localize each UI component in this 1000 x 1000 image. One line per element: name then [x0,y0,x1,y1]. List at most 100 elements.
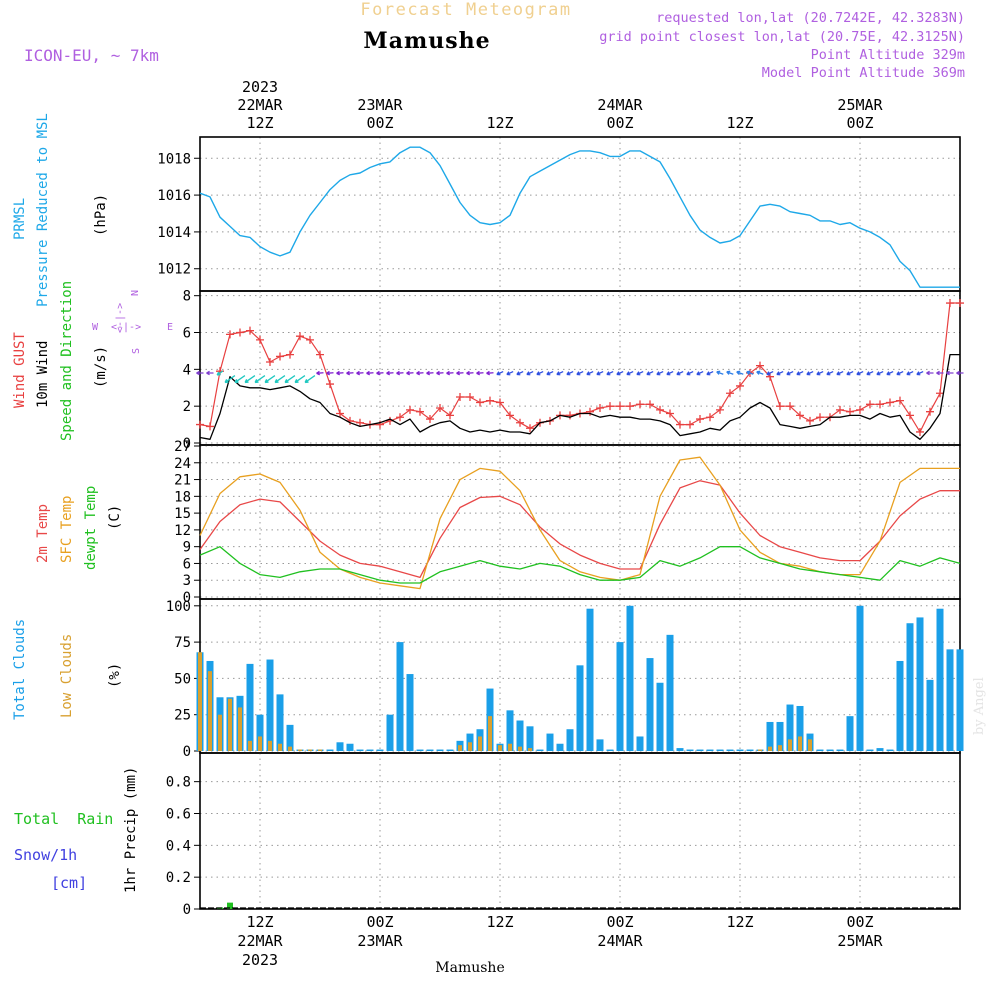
temp-unit: (C) [107,505,123,530]
total-cloud-bar [956,649,964,751]
compass-vertical: <-|-> [115,303,126,333]
total-cloud-bar [346,743,354,751]
gust-marker [626,402,634,411]
wind-dir-arrow [766,370,774,376]
gust-marker [406,405,414,414]
gust-marker [936,389,944,398]
wind-dir-arrow [586,370,594,376]
gust-marker [876,400,884,409]
wind-dir-arrow [326,370,334,376]
wind-dir-arrow [546,370,554,376]
wind-dir-arrow [626,370,634,376]
wind-dir-arrow [506,370,514,376]
total-cloud-bar [566,729,574,751]
total-cloud-bar [276,694,284,751]
wind-dir-arrow [836,370,844,376]
wind-dir-arrow [736,370,744,375]
gust-marker [696,415,704,424]
gust-marker [506,411,514,420]
gust-marker [236,328,244,337]
gust-marker [476,398,484,407]
gust-marker [756,361,764,370]
total-cloud-bar [376,749,384,751]
rain-bar [227,902,233,909]
hour-label-top: 12Z [726,114,753,132]
gust-marker [596,404,604,413]
gust-marker [736,381,744,390]
pressure-panel: 1012 1014 1016 1018 [157,136,961,292]
gust-marker [776,402,784,411]
wind-ytick-label: 8 [183,289,191,305]
wind-dir-arrow [416,370,424,376]
wind-dir-arrow [566,370,574,376]
gust-marker [686,420,694,429]
wind-dir-arrow [254,375,266,384]
hour-label-bottom: 12Z [486,913,513,931]
location-title: Mamushe [363,28,490,54]
wind-dir-arrow [616,370,624,376]
total-cloud-bar [766,721,774,751]
wind-dir-arrow [264,375,276,384]
hour-label-top: 00Z [846,114,873,132]
gust-marker [846,407,854,416]
low-cloud-bar [278,743,282,751]
compass-e: E [167,322,173,333]
total-cloud-bar [436,749,444,751]
gust-marker [316,350,324,359]
wind-dir-arrow [786,370,794,376]
gust-marker [336,409,344,418]
prmsl-label: PRMSL [12,198,28,240]
total-cloud-bar [546,733,554,751]
date-label-top: 25MAR [837,96,883,114]
total-cloud-bar [796,705,804,751]
wind-dir-arrow [556,370,564,376]
footer-location: Mamushe [435,960,504,976]
wind-dir-arrow [426,370,434,376]
low-clouds-label: Low Clouds [59,634,75,718]
total-cloud-bar [906,623,914,751]
compass-arrows: <-|-> [111,322,141,333]
total-cloud-bar [446,749,454,751]
gust-marker [866,400,874,409]
wind-dir-arrow [234,375,246,384]
wind-dir-arrow [536,370,544,376]
plots: 1012101410161018024680369121518212427025… [157,136,964,918]
gust-marker [726,389,734,398]
total-cloud-bar [636,736,644,751]
gust-marker [296,332,304,341]
temperature-ytick-label: 24 [174,456,191,472]
temperature-ytick-label: 12 [174,523,191,539]
total-cloud-bar [926,679,934,751]
gust-marker [456,392,464,401]
low-cloud-bar [268,740,272,751]
wind-dir-arrow [386,370,394,376]
total-cloud-bar [606,749,614,751]
wind-dir-arrow [646,370,654,376]
pressure-unit: (hPa) [93,194,109,236]
hour-label-top: 12Z [486,114,513,132]
gust-marker [496,398,504,407]
total-cloud-bar [896,660,904,751]
wind-dir-arrow [796,370,804,376]
gust-marker [426,415,434,424]
low-cloud-bar [468,742,472,751]
wind-dir-arrow [466,370,474,376]
wind-dir-arrow [596,370,604,376]
low-cloud-bar [478,736,482,751]
gust-marker [616,402,624,411]
total-cloud-bar [706,749,714,751]
total-cloud-bar [556,743,564,751]
gust-marker [836,405,844,414]
total-cloud-bar [596,739,604,751]
total-cloud-bar [876,748,884,751]
wind-dir-arrow [926,370,934,376]
low-cloud-bar [248,740,252,751]
gust-marker [586,407,594,416]
wind-dir-arrow [376,370,384,376]
total-cloud-bar [366,749,374,751]
wind-ytick-label: 4 [183,362,191,378]
model-label: ICON-EU, ~ 7km [24,46,159,65]
gust-marker [486,396,494,405]
wind-dir-arrow [896,370,904,376]
